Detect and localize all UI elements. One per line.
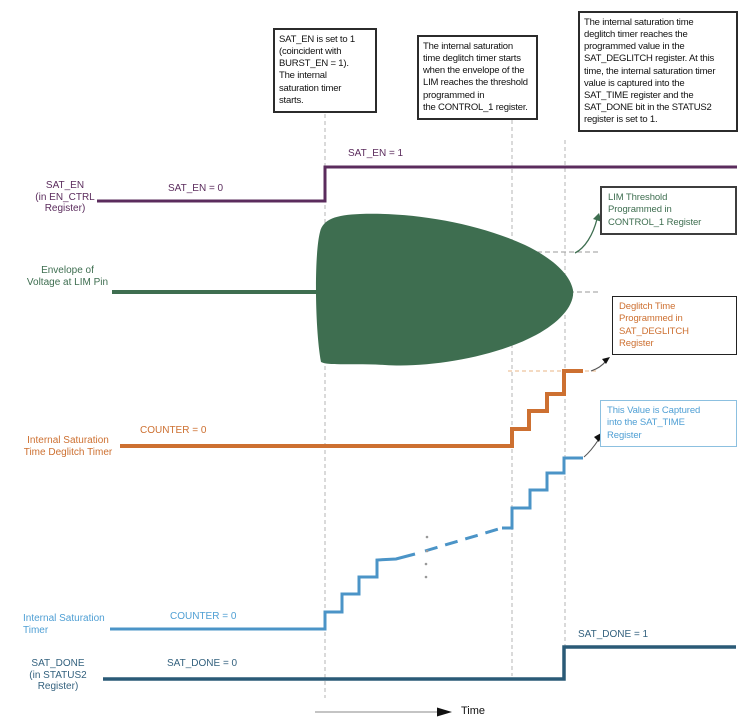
break-dot (425, 535, 429, 539)
break-dot (424, 575, 428, 579)
sat-timer-waveform-break (424, 526, 503, 553)
signal-label-sat-en: SAT_EN (in EN_CTRL Register) (35, 180, 95, 214)
break-dot (425, 549, 429, 553)
signal-label-sat-timer: Internal Saturation Timer (23, 613, 105, 636)
sat-timer-waveform-start (110, 552, 416, 631)
value-label-timer-counter-0: COUNTER = 0 (170, 611, 237, 622)
arrow-to-deglitch-time (590, 360, 607, 372)
time-axis-label: Time (461, 705, 486, 717)
arrowhead-icon (593, 213, 602, 222)
arrow-to-lim-threshold (574, 218, 598, 254)
note-deglitch-start: The internal saturation time deglitch ti… (417, 35, 538, 120)
envelope-blob (315, 213, 574, 366)
value-label-sat-done-1: SAT_DONE = 1 (578, 629, 649, 640)
deglitch-timer-waveform (120, 369, 583, 448)
sat-timer-waveform-end (502, 456, 583, 530)
signal-label-envelope: Envelope of Voltage at LIM Pin (26, 265, 109, 288)
break-dot (424, 562, 428, 566)
note-sat-en-set: SAT_EN is set to 1 (coincident with BURS… (273, 28, 377, 113)
sat-en-waveform (97, 165, 737, 203)
value-label-sat-en-0: SAT_EN = 0 (168, 183, 224, 194)
note-deglitch-done: The internal saturation time deglitch ti… (578, 11, 738, 133)
value-label-sat-en-1: SAT_EN = 1 (348, 148, 404, 159)
value-label-sat-done-0: SAT_DONE = 0 (167, 658, 238, 669)
callout-deglitch-time: Deglitch Time Programmed in SAT_DEGLITCH… (612, 296, 737, 356)
value-label-deglitch-counter-0: COUNTER = 0 (140, 425, 207, 436)
callout-value-captured: This Value is Captured into the SAT_TIME… (600, 400, 737, 448)
arrow-to-value-captured (583, 438, 600, 458)
signal-label-sat-done: SAT_DONE (in STATUS2 Register) (29, 658, 87, 692)
arrowhead-icon (602, 357, 610, 364)
sat-done-waveform (103, 645, 736, 681)
callout-lim-threshold: LIM Threshold Programmed in CONTROL_1 Re… (600, 186, 737, 236)
signal-label-deglitch-timer: Internal Saturation Time Deglitch Timer (23, 435, 113, 458)
time-axis-arrowhead-icon (437, 707, 452, 717)
